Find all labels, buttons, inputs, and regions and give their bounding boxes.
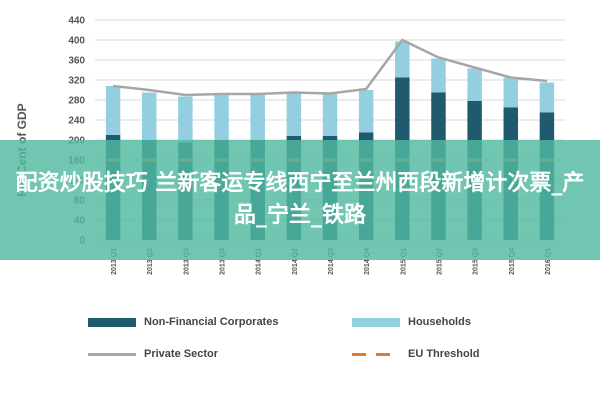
legend-label-private-sector: Private Sector (144, 348, 218, 360)
bar-households (539, 82, 555, 113)
legend-swatch-eu-threshold (352, 352, 400, 356)
legend-swatch-non-financial (88, 317, 136, 327)
x-tick-label: 2014 Q1 (256, 248, 263, 275)
x-axis-ticks: 2013 Q1 2013 Q2 2013 Q3 2013 Q4 2014 Q1 2014 … (111, 248, 552, 275)
bar-households (322, 93, 338, 136)
legend-label-non-financial: Non-Financial Corporates (144, 316, 279, 328)
x-tick-label: 2014 Q2 (292, 248, 299, 275)
legend-item-households: Households (352, 316, 471, 328)
bar-households (250, 95, 265, 140)
y-tick-label: 320 (68, 76, 85, 87)
bar-households (467, 68, 482, 101)
x-tick-label: 2013 Q4 (220, 248, 227, 275)
x-tick-label: 2015 Q4 (509, 248, 516, 275)
x-tick-label: 2013 Q1 (111, 248, 118, 275)
legend-item-non-financial: Non-Financial Corporates (88, 316, 278, 328)
bar-households (431, 58, 446, 93)
bar-households (142, 92, 157, 140)
overlay-banner[interactable]: 配资炒股技巧 兰新客运专线西宁至兰州西段新增计次票_产品_宁兰_铁路 (0, 140, 600, 260)
legend-swatch-private-sector (88, 352, 136, 356)
legend-item-private-sector: Private Sector (88, 348, 218, 360)
legend-label-eu-threshold: EU Threshold (408, 348, 480, 360)
x-tick-label: 2016 Q1 (545, 248, 552, 275)
bar-households (286, 92, 302, 136)
bar-households (395, 41, 410, 78)
y-tick-label: 280 (68, 96, 85, 107)
x-tick-label: 2015 Q2 (436, 248, 443, 275)
legend-item-eu-threshold: EU Threshold (352, 348, 480, 360)
x-tick-label: 2014 Q4 (364, 248, 371, 275)
bar-households (358, 90, 374, 133)
x-tick-label: 2015 Q3 (473, 248, 480, 275)
legend-label-households: Households (408, 316, 471, 328)
x-tick-label: 2015 Q1 (400, 248, 407, 275)
legend-swatch-households (352, 317, 400, 327)
bar-households (105, 86, 121, 135)
line-private-sector (112, 38, 548, 97)
bar-households (503, 77, 518, 108)
y-tick-label: 440 (68, 16, 85, 27)
x-tick-label: 2013 Q2 (147, 248, 154, 275)
y-tick-label: 360 (68, 56, 85, 67)
bar-households (178, 96, 193, 143)
bar-households (214, 95, 229, 140)
y-tick-label: 240 (68, 116, 85, 127)
x-tick-label: 2014 Q3 (328, 248, 335, 275)
x-tick-label: 2013 Q3 (183, 248, 190, 275)
y-tick-label: 400 (68, 36, 85, 47)
overlay-banner-text[interactable]: 配资炒股技巧 兰新客运专线西宁至兰州西段新增计次票_产品_宁兰_铁路 (15, 171, 585, 228)
